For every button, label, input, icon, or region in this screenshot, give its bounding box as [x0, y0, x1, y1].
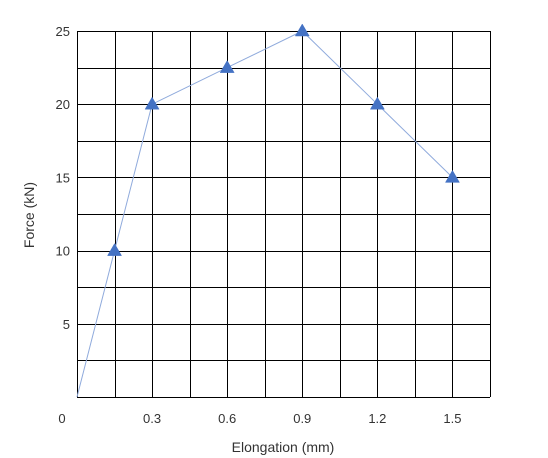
data-point-triangle	[445, 169, 460, 183]
y-tick-label: 20	[56, 97, 70, 112]
data-point-triangle	[219, 60, 235, 73]
x-tick-label: 0.9	[293, 411, 311, 426]
tick-labels: 0 0.3 0.6 0.9 1.2 1.5 5 10 15 20 25	[56, 24, 462, 426]
y-tick-label: 15	[56, 170, 70, 185]
data-point-triangle	[294, 23, 310, 37]
data-point-triangle	[107, 243, 122, 256]
x-tick-label: 0.6	[218, 411, 236, 426]
y-tick-label: 25	[56, 24, 70, 39]
x-tick-label: 1.2	[368, 411, 386, 426]
grid	[77, 31, 491, 398]
data-point-triangle	[369, 96, 385, 110]
x-tick-label: 0	[58, 411, 65, 426]
x-tick-label: 0.3	[143, 411, 161, 426]
data-point-triangle	[144, 96, 160, 110]
x-tick-label: 1.5	[443, 411, 461, 426]
y-tick-label: 10	[56, 244, 70, 259]
x-axis-label: Elongation (mm)	[232, 439, 335, 455]
y-axis-label: Force (kN)	[21, 182, 37, 248]
y-tick-label: 5	[63, 317, 70, 332]
series	[76, 23, 460, 398]
